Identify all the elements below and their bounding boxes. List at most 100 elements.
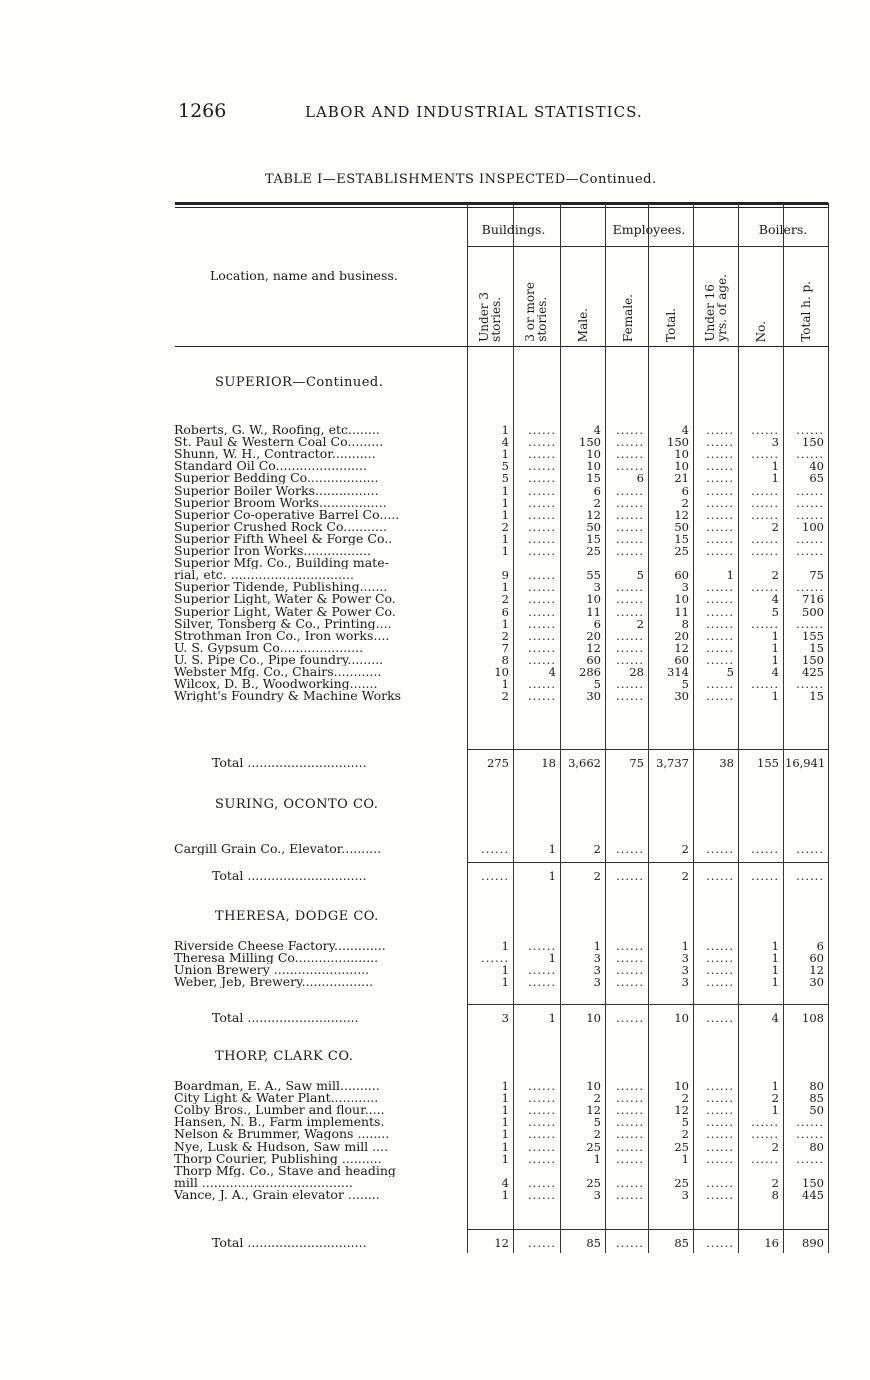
cell-value: 4 xyxy=(501,1175,509,1190)
empty-cell-leader: ...... xyxy=(528,1151,556,1166)
empty-cell-leader: ...... xyxy=(706,939,734,953)
empty-cell-leader: ...... xyxy=(796,1115,824,1130)
cell-value: 25 xyxy=(674,544,689,558)
empty-cell-leader: ...... xyxy=(796,544,824,558)
cell-value: 1 xyxy=(726,568,734,583)
cell-value: 50 xyxy=(674,519,689,534)
cell-value: 3,737 xyxy=(656,756,689,770)
empty-cell-leader: ...... xyxy=(528,1187,556,1202)
cell-value: 2 xyxy=(681,1127,689,1142)
row-label: Silver, Tonsberg & Co., Printing.... xyxy=(174,617,392,630)
cell-value: 155 xyxy=(757,756,779,770)
cell-value: 6 xyxy=(593,616,601,631)
empty-cell-leader: ...... xyxy=(706,604,734,619)
row-label: Nelson & Brummer, Wagons ........ xyxy=(174,1128,390,1141)
table-row: Cargill Grain Co., Elevator.............… xyxy=(0,843,830,855)
cell-value: 1 xyxy=(771,471,779,486)
empty-cell-leader: ...... xyxy=(528,1236,556,1250)
table-row: Superior Mfg. Co., Building mate- xyxy=(0,557,830,569)
empty-cell-leader: ...... xyxy=(706,842,734,856)
cell-value: 1 xyxy=(548,951,556,966)
cell-value: 60 xyxy=(586,652,601,667)
empty-cell-leader: ...... xyxy=(528,652,556,667)
empty-cell-leader: ...... xyxy=(706,1079,734,1093)
empty-cell-leader: ...... xyxy=(528,1103,556,1118)
column-divider xyxy=(648,203,649,1253)
cell-value: 6 xyxy=(816,939,824,953)
empty-cell-leader: ...... xyxy=(706,951,734,966)
empty-cell-leader: ...... xyxy=(706,1139,734,1154)
row-label: Strothman Iron Co., Iron works.... xyxy=(174,629,390,642)
table-row: Shunn, W. H., Contractor........... 1....… xyxy=(0,448,830,460)
column-header: Female. xyxy=(606,250,650,342)
cell-value: 85 xyxy=(809,1091,824,1106)
location-header: Location, name and business. xyxy=(210,268,398,283)
column-header: No. xyxy=(739,250,783,342)
cell-value: 150 xyxy=(802,1175,824,1190)
table-row: Hansen, N. B., Farm implements. 1...... 5.… xyxy=(0,1116,830,1128)
empty-cell-leader: ...... xyxy=(528,580,556,595)
cell-value: 25 xyxy=(586,1175,601,1190)
table-row: Standard Oil Co....................... 5.… xyxy=(0,460,830,472)
cell-value: 10 xyxy=(586,447,601,462)
column-header-text: Under 16 yrs. of age. xyxy=(703,274,729,342)
cell-value: 1 xyxy=(593,939,601,953)
cell-value: 1 xyxy=(501,495,509,510)
cell-value: 3 xyxy=(771,435,779,450)
cell-value: 2 xyxy=(593,842,601,856)
cell-value: 1 xyxy=(771,640,779,655)
table-row: Thorp Courier, Publishing .......... 1...… xyxy=(0,1153,830,1165)
row-label: rial, etc. .............................… xyxy=(174,569,354,582)
table-row: Boardman, E. A., Saw mill.......... 1....… xyxy=(0,1080,830,1092)
cell-value: 5 xyxy=(681,677,689,692)
empty-cell-leader: ...... xyxy=(796,531,824,546)
empty-cell-leader: ...... xyxy=(616,628,644,643)
cell-value: 8 xyxy=(771,1187,779,1202)
row-label: Boardman, E. A., Saw mill.......... xyxy=(174,1080,380,1092)
empty-cell-leader: ...... xyxy=(706,459,734,474)
column-divider xyxy=(467,203,468,1253)
cell-value: 1 xyxy=(501,544,509,558)
empty-cell-leader: ...... xyxy=(528,544,556,558)
empty-cell-leader: ...... xyxy=(616,842,644,856)
cell-value: 6 xyxy=(636,471,644,486)
table-row: Superior Bedding Co.................. 5..… xyxy=(0,472,830,484)
table-row: Superior Tidende, Publishing....... 1....… xyxy=(0,581,830,593)
empty-cell-leader: ...... xyxy=(528,1139,556,1154)
column-divider xyxy=(783,203,784,1253)
cell-value: 12 xyxy=(586,640,601,655)
empty-cell-leader: ...... xyxy=(751,544,779,558)
empty-cell-leader: ...... xyxy=(706,1175,734,1190)
empty-cell-leader: ...... xyxy=(706,471,734,486)
cell-value: 1 xyxy=(771,652,779,667)
cell-value: 3 xyxy=(681,580,689,595)
cell-value: 1 xyxy=(501,447,509,462)
cell-value: 8 xyxy=(681,616,689,631)
empty-cell-leader: ...... xyxy=(706,507,734,522)
cell-value: 75 xyxy=(629,756,644,770)
empty-cell-leader: ...... xyxy=(706,447,734,462)
row-label: Superior Bedding Co.................. xyxy=(174,472,379,485)
cell-value: 60 xyxy=(674,568,689,583)
empty-cell-leader: ...... xyxy=(796,616,824,631)
row-label: Superior Light, Water & Power Co. xyxy=(174,605,396,618)
empty-cell-leader: ...... xyxy=(796,580,824,595)
table-row: Union Brewery ........................ 1.… xyxy=(0,964,830,976)
table-row: Superior Co-operative Barrel Co..... 1...… xyxy=(0,509,830,521)
cell-value: 1 xyxy=(501,677,509,692)
empty-cell-leader: ...... xyxy=(616,531,644,546)
cell-value: 1 xyxy=(501,531,509,546)
empty-cell-leader: ...... xyxy=(616,423,644,437)
empty-cell-leader: ...... xyxy=(616,1175,644,1190)
column-header-text: Total h. p. xyxy=(799,281,813,342)
row-label: Superior Co-operative Barrel Co..... xyxy=(174,508,400,521)
cell-value: 2 xyxy=(771,519,779,534)
empty-cell-leader: ...... xyxy=(528,568,556,583)
cell-value: 500 xyxy=(802,604,824,619)
cell-value: 5 xyxy=(771,604,779,619)
column-header-text: Total. xyxy=(664,308,678,342)
cell-value: 10 xyxy=(674,447,689,462)
empty-cell-leader: ...... xyxy=(528,1079,556,1093)
cell-value: 12 xyxy=(674,1103,689,1118)
